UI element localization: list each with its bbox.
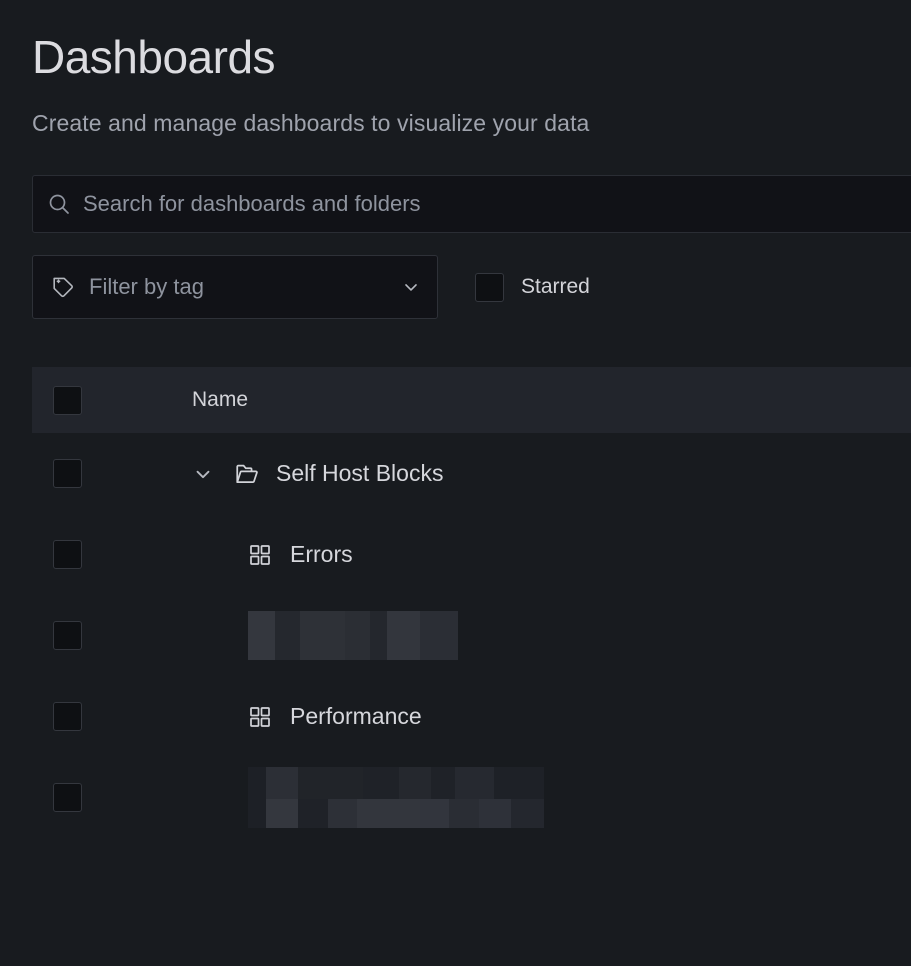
skeleton-row-body bbox=[96, 595, 911, 676]
table-row[interactable]: Self Host Blocks bbox=[32, 433, 911, 514]
search-icon bbox=[47, 192, 71, 216]
dashboard-grid-icon bbox=[248, 543, 272, 567]
skeleton-row-body bbox=[96, 757, 911, 838]
dashboard-grid-icon bbox=[248, 705, 272, 729]
row-checkbox-cell[interactable] bbox=[32, 540, 96, 569]
row-checkbox[interactable] bbox=[53, 459, 82, 488]
row-checkbox[interactable] bbox=[53, 702, 82, 731]
page-subtitle: Create and manage dashboards to visualiz… bbox=[32, 110, 590, 136]
loading-skeleton bbox=[248, 767, 544, 828]
row-checkbox-cell[interactable] bbox=[32, 702, 96, 731]
folder-open-icon bbox=[234, 461, 260, 487]
tag-filter-select[interactable]: Filter by tag bbox=[32, 255, 438, 319]
filter-row: Filter by tag Starred bbox=[32, 255, 911, 319]
table-row[interactable]: Performance bbox=[32, 676, 911, 757]
starred-filter[interactable]: Starred bbox=[475, 272, 590, 302]
dashboard-name[interactable]: Performance bbox=[290, 703, 422, 729]
row-checkbox[interactable] bbox=[53, 621, 82, 650]
select-all-checkbox[interactable] bbox=[53, 385, 82, 415]
starred-checkbox[interactable] bbox=[475, 272, 504, 302]
row-checkbox-cell[interactable] bbox=[32, 783, 96, 812]
row-checkbox[interactable] bbox=[53, 540, 82, 569]
row-checkbox[interactable] bbox=[53, 783, 82, 812]
dashboard-name[interactable]: Errors bbox=[290, 541, 353, 567]
table-row[interactable]: Errors bbox=[32, 514, 911, 595]
folder-name[interactable]: Self Host Blocks bbox=[276, 460, 444, 486]
tag-filter-placeholder: Filter by tag bbox=[89, 274, 204, 299]
dashboard-row-body[interactable]: Performance bbox=[96, 676, 911, 757]
select-all-cell[interactable] bbox=[32, 385, 96, 415]
row-checkbox-cell[interactable] bbox=[32, 459, 96, 488]
column-header-name[interactable]: Name bbox=[192, 388, 249, 411]
dashboard-row-body[interactable]: Errors bbox=[96, 514, 911, 595]
table-header-row: Name bbox=[32, 367, 911, 433]
chevron-down-icon[interactable] bbox=[401, 277, 421, 297]
search-bar[interactable] bbox=[32, 175, 911, 233]
table-row-loading bbox=[32, 595, 911, 676]
table-row-loading bbox=[32, 757, 911, 838]
row-checkbox-cell[interactable] bbox=[32, 621, 96, 650]
starred-label: Starred bbox=[521, 275, 590, 298]
dashboards-table: Name Self Host Blocks bbox=[32, 367, 911, 838]
search-input[interactable] bbox=[83, 176, 911, 232]
page-title: Dashboards bbox=[32, 31, 276, 83]
tag-icon bbox=[51, 275, 75, 299]
folder-row-body[interactable]: Self Host Blocks bbox=[96, 433, 911, 514]
chevron-down-icon[interactable] bbox=[192, 463, 214, 485]
loading-skeleton bbox=[248, 611, 458, 660]
